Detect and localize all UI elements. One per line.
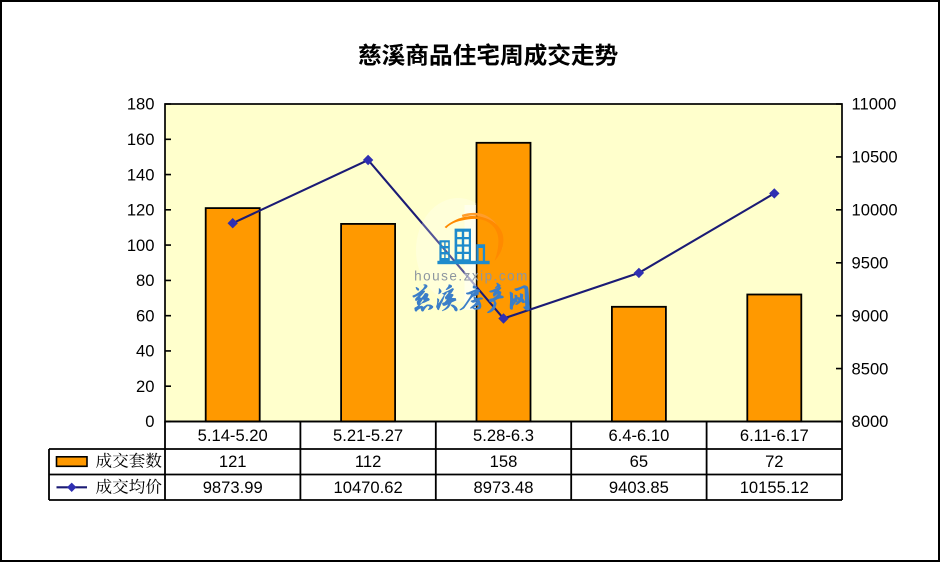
svg-text:house.zxip.com: house.zxip.com <box>414 269 529 284</box>
svg-text:40: 40 <box>136 342 154 361</box>
svg-text:8000: 8000 <box>852 412 889 431</box>
svg-text:6.11-6.17: 6.11-6.17 <box>740 426 809 445</box>
svg-text:9403.85: 9403.85 <box>609 478 669 497</box>
svg-text:11000: 11000 <box>852 95 897 114</box>
svg-text:140: 140 <box>127 165 155 184</box>
svg-text:8973.48: 8973.48 <box>474 478 534 497</box>
svg-text:6.4-6.10: 6.4-6.10 <box>608 426 669 445</box>
svg-text:112: 112 <box>355 452 381 471</box>
svg-text:5.14-5.20: 5.14-5.20 <box>198 426 268 445</box>
svg-text:80: 80 <box>136 271 154 290</box>
svg-text:9500: 9500 <box>852 253 889 272</box>
svg-text:20: 20 <box>136 377 154 396</box>
svg-text:60: 60 <box>136 306 154 325</box>
svg-text:9873.99: 9873.99 <box>203 478 263 497</box>
svg-text:5.21-5.27: 5.21-5.27 <box>333 426 403 445</box>
svg-text:9000: 9000 <box>852 306 889 325</box>
svg-text:120: 120 <box>127 201 155 220</box>
svg-text:10000: 10000 <box>852 201 898 220</box>
svg-text:10500: 10500 <box>852 148 898 167</box>
svg-text:158: 158 <box>490 452 518 471</box>
svg-text:0: 0 <box>145 412 154 431</box>
svg-text:5.28-6.3: 5.28-6.3 <box>473 426 534 445</box>
svg-text:10470.62: 10470.62 <box>333 478 402 497</box>
svg-text:72: 72 <box>765 452 783 471</box>
svg-text:121: 121 <box>219 452 247 471</box>
svg-text:100: 100 <box>127 236 155 255</box>
svg-text:10155.12: 10155.12 <box>740 478 809 497</box>
svg-text:65: 65 <box>630 452 648 471</box>
svg-text:180: 180 <box>127 95 155 114</box>
svg-text:160: 160 <box>127 130 155 149</box>
svg-text:8500: 8500 <box>852 359 889 378</box>
